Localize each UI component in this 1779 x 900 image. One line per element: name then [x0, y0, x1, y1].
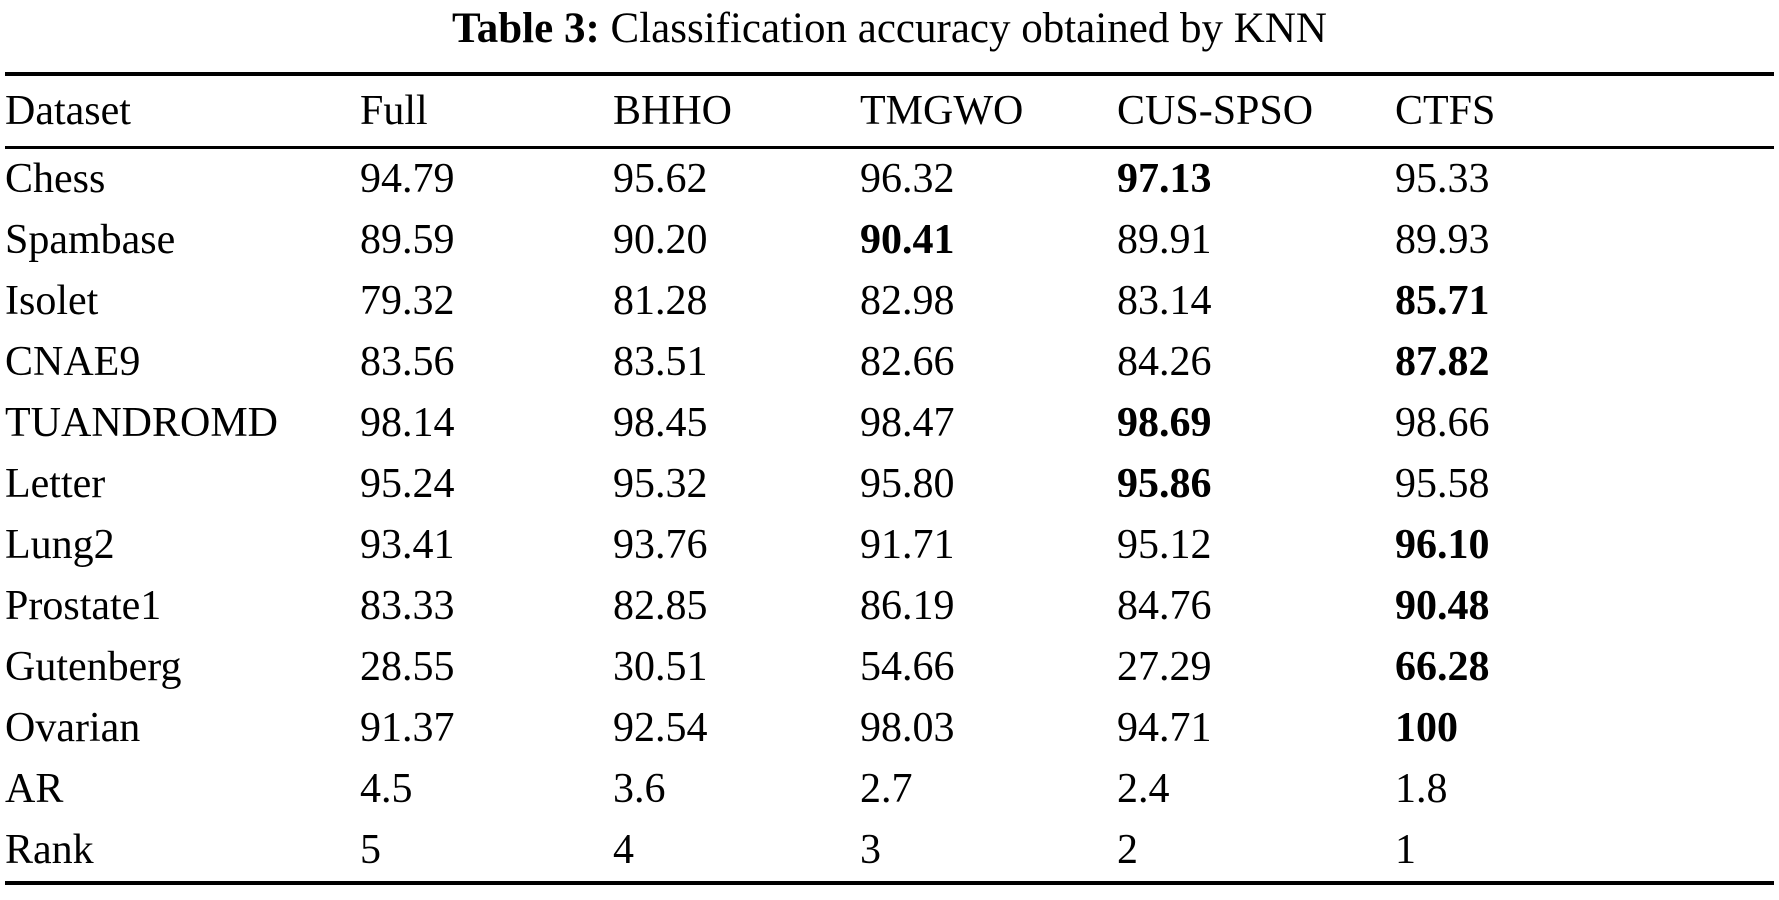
value-cell: 98.69: [1117, 400, 1212, 447]
value-cell: 97.13: [1117, 156, 1212, 203]
dataset-cell: Rank: [5, 827, 94, 874]
value-cell: 4.5: [360, 766, 413, 813]
value-cell: 95.86: [1117, 461, 1212, 508]
caption-text: Classification accuracy obtained by KNN: [610, 5, 1327, 52]
value-cell: 83.33: [360, 583, 455, 630]
value-cell: 96.10: [1395, 522, 1490, 569]
dataset-cell: CNAE9: [5, 339, 141, 386]
value-cell: 95.32: [613, 461, 708, 508]
dataset-cell: Gutenberg: [5, 644, 182, 691]
value-cell: 1: [1395, 827, 1416, 874]
value-cell: 30.51: [613, 644, 708, 691]
results-table: Dataset Full BHHO TMGWO CUS-SPSO CTFS Ch…: [5, 71, 1774, 885]
value-cell: 82.66: [860, 339, 955, 386]
table-row: Letter 95.24 95.32 95.80 95.86 95.58: [5, 454, 1774, 515]
value-cell: 82.98: [860, 278, 955, 325]
value-cell: 98.66: [1395, 400, 1490, 447]
value-cell: 90.41: [860, 217, 955, 264]
header-row: Dataset Full BHHO TMGWO CUS-SPSO CTFS: [5, 73, 1774, 149]
value-cell: 83.51: [613, 339, 708, 386]
value-cell: 5: [360, 827, 381, 874]
value-cell: 92.54: [613, 705, 708, 752]
column-header-cus-spso: CUS-SPSO: [1117, 73, 1395, 149]
column-header-full: Full: [360, 73, 613, 149]
value-cell: 98.03: [860, 705, 955, 752]
dataset-cell: Ovarian: [5, 705, 141, 752]
value-cell: 66.28: [1395, 644, 1490, 691]
table-row: Spambase 89.59 90.20 90.41 89.91 89.93: [5, 210, 1774, 271]
column-header-dataset: Dataset: [5, 73, 360, 149]
value-cell: 86.19: [860, 583, 955, 630]
value-cell: 2.7: [860, 766, 913, 813]
table-row: Ovarian 91.37 92.54 98.03 94.71 100: [5, 698, 1774, 759]
dataset-cell: Spambase: [5, 217, 176, 264]
value-cell: 93.76: [613, 522, 708, 569]
value-cell: 95.24: [360, 461, 455, 508]
value-cell: 98.14: [360, 400, 455, 447]
value-cell: 95.12: [1117, 522, 1212, 569]
value-cell: 100: [1395, 705, 1458, 752]
column-header-ctfs: CTFS: [1395, 73, 1774, 149]
value-cell: 4: [613, 827, 634, 874]
value-cell: 82.85: [613, 583, 708, 630]
value-cell: 87.82: [1395, 339, 1490, 386]
value-cell: 27.29: [1117, 644, 1212, 691]
dataset-cell: Letter: [5, 461, 106, 508]
value-cell: 85.71: [1395, 278, 1490, 325]
column-header-tmgwo: TMGWO: [860, 73, 1117, 149]
value-cell: 95.58: [1395, 461, 1490, 508]
dataset-cell: AR: [5, 766, 64, 813]
dataset-cell: Chess: [5, 156, 106, 203]
column-header-bhho: BHHO: [613, 73, 860, 149]
table-row: Prostate1 83.33 82.85 86.19 84.76 90.48: [5, 576, 1774, 637]
value-cell: 83.56: [360, 339, 455, 386]
value-cell: 98.47: [860, 400, 955, 447]
value-cell: 81.28: [613, 278, 708, 325]
value-cell: 95.62: [613, 156, 708, 203]
value-cell: 91.37: [360, 705, 455, 752]
value-cell: 2: [1117, 827, 1138, 874]
caption-label: Table 3:: [452, 5, 600, 52]
dataset-cell: Isolet: [5, 278, 99, 325]
value-cell: 1.8: [1395, 766, 1448, 813]
dataset-cell: Lung2: [5, 522, 115, 569]
table-row: Isolet 79.32 81.28 82.98 83.14 85.71: [5, 271, 1774, 332]
table-row: CNAE9 83.56 83.51 82.66 84.26 87.82: [5, 332, 1774, 393]
value-cell: 90.20: [613, 217, 708, 264]
value-cell: 89.91: [1117, 217, 1212, 264]
value-cell: 84.26: [1117, 339, 1212, 386]
table-body: Chess 94.79 95.62 96.32 97.13 95.33 Spambase 89…: [5, 147, 1774, 883]
value-cell: 84.76: [1117, 583, 1212, 630]
value-cell: 3: [860, 827, 881, 874]
table-row: Gutenberg 28.55 30.51 54.66 27.29 66.28: [5, 637, 1774, 698]
value-cell: 93.41: [360, 522, 455, 569]
table-caption: Table 3: Classification accuracy obtaine…: [0, 0, 1779, 55]
table-row: TUANDROMD 98.14 98.45 98.47 98.69 98.66: [5, 393, 1774, 454]
table-row: Lung2 93.41 93.76 91.71 95.12 96.10: [5, 515, 1774, 576]
dataset-cell: TUANDROMD: [5, 400, 278, 447]
table-row: AR 4.5 3.6 2.7 2.4 1.8: [5, 759, 1774, 820]
table-header: Dataset Full BHHO TMGWO CUS-SPSO CTFS: [5, 73, 1774, 149]
dataset-cell: Prostate1: [5, 583, 162, 630]
value-cell: 28.55: [360, 644, 455, 691]
value-cell: 95.80: [860, 461, 955, 508]
value-cell: 95.33: [1395, 156, 1490, 203]
value-cell: 3.6: [613, 766, 666, 813]
value-cell: 79.32: [360, 278, 455, 325]
value-cell: 91.71: [860, 522, 955, 569]
value-cell: 89.59: [360, 217, 455, 264]
value-cell: 98.45: [613, 400, 708, 447]
value-cell: 54.66: [860, 644, 955, 691]
value-cell: 96.32: [860, 156, 955, 203]
value-cell: 2.4: [1117, 766, 1170, 813]
value-cell: 90.48: [1395, 583, 1490, 630]
value-cell: 94.71: [1117, 705, 1212, 752]
value-cell: 89.93: [1395, 217, 1490, 264]
table-row: Chess 94.79 95.62 96.32 97.13 95.33: [5, 147, 1774, 210]
value-cell: 83.14: [1117, 278, 1212, 325]
value-cell: 94.79: [360, 156, 455, 203]
table-row: Rank 5 4 3 2 1: [5, 820, 1774, 883]
